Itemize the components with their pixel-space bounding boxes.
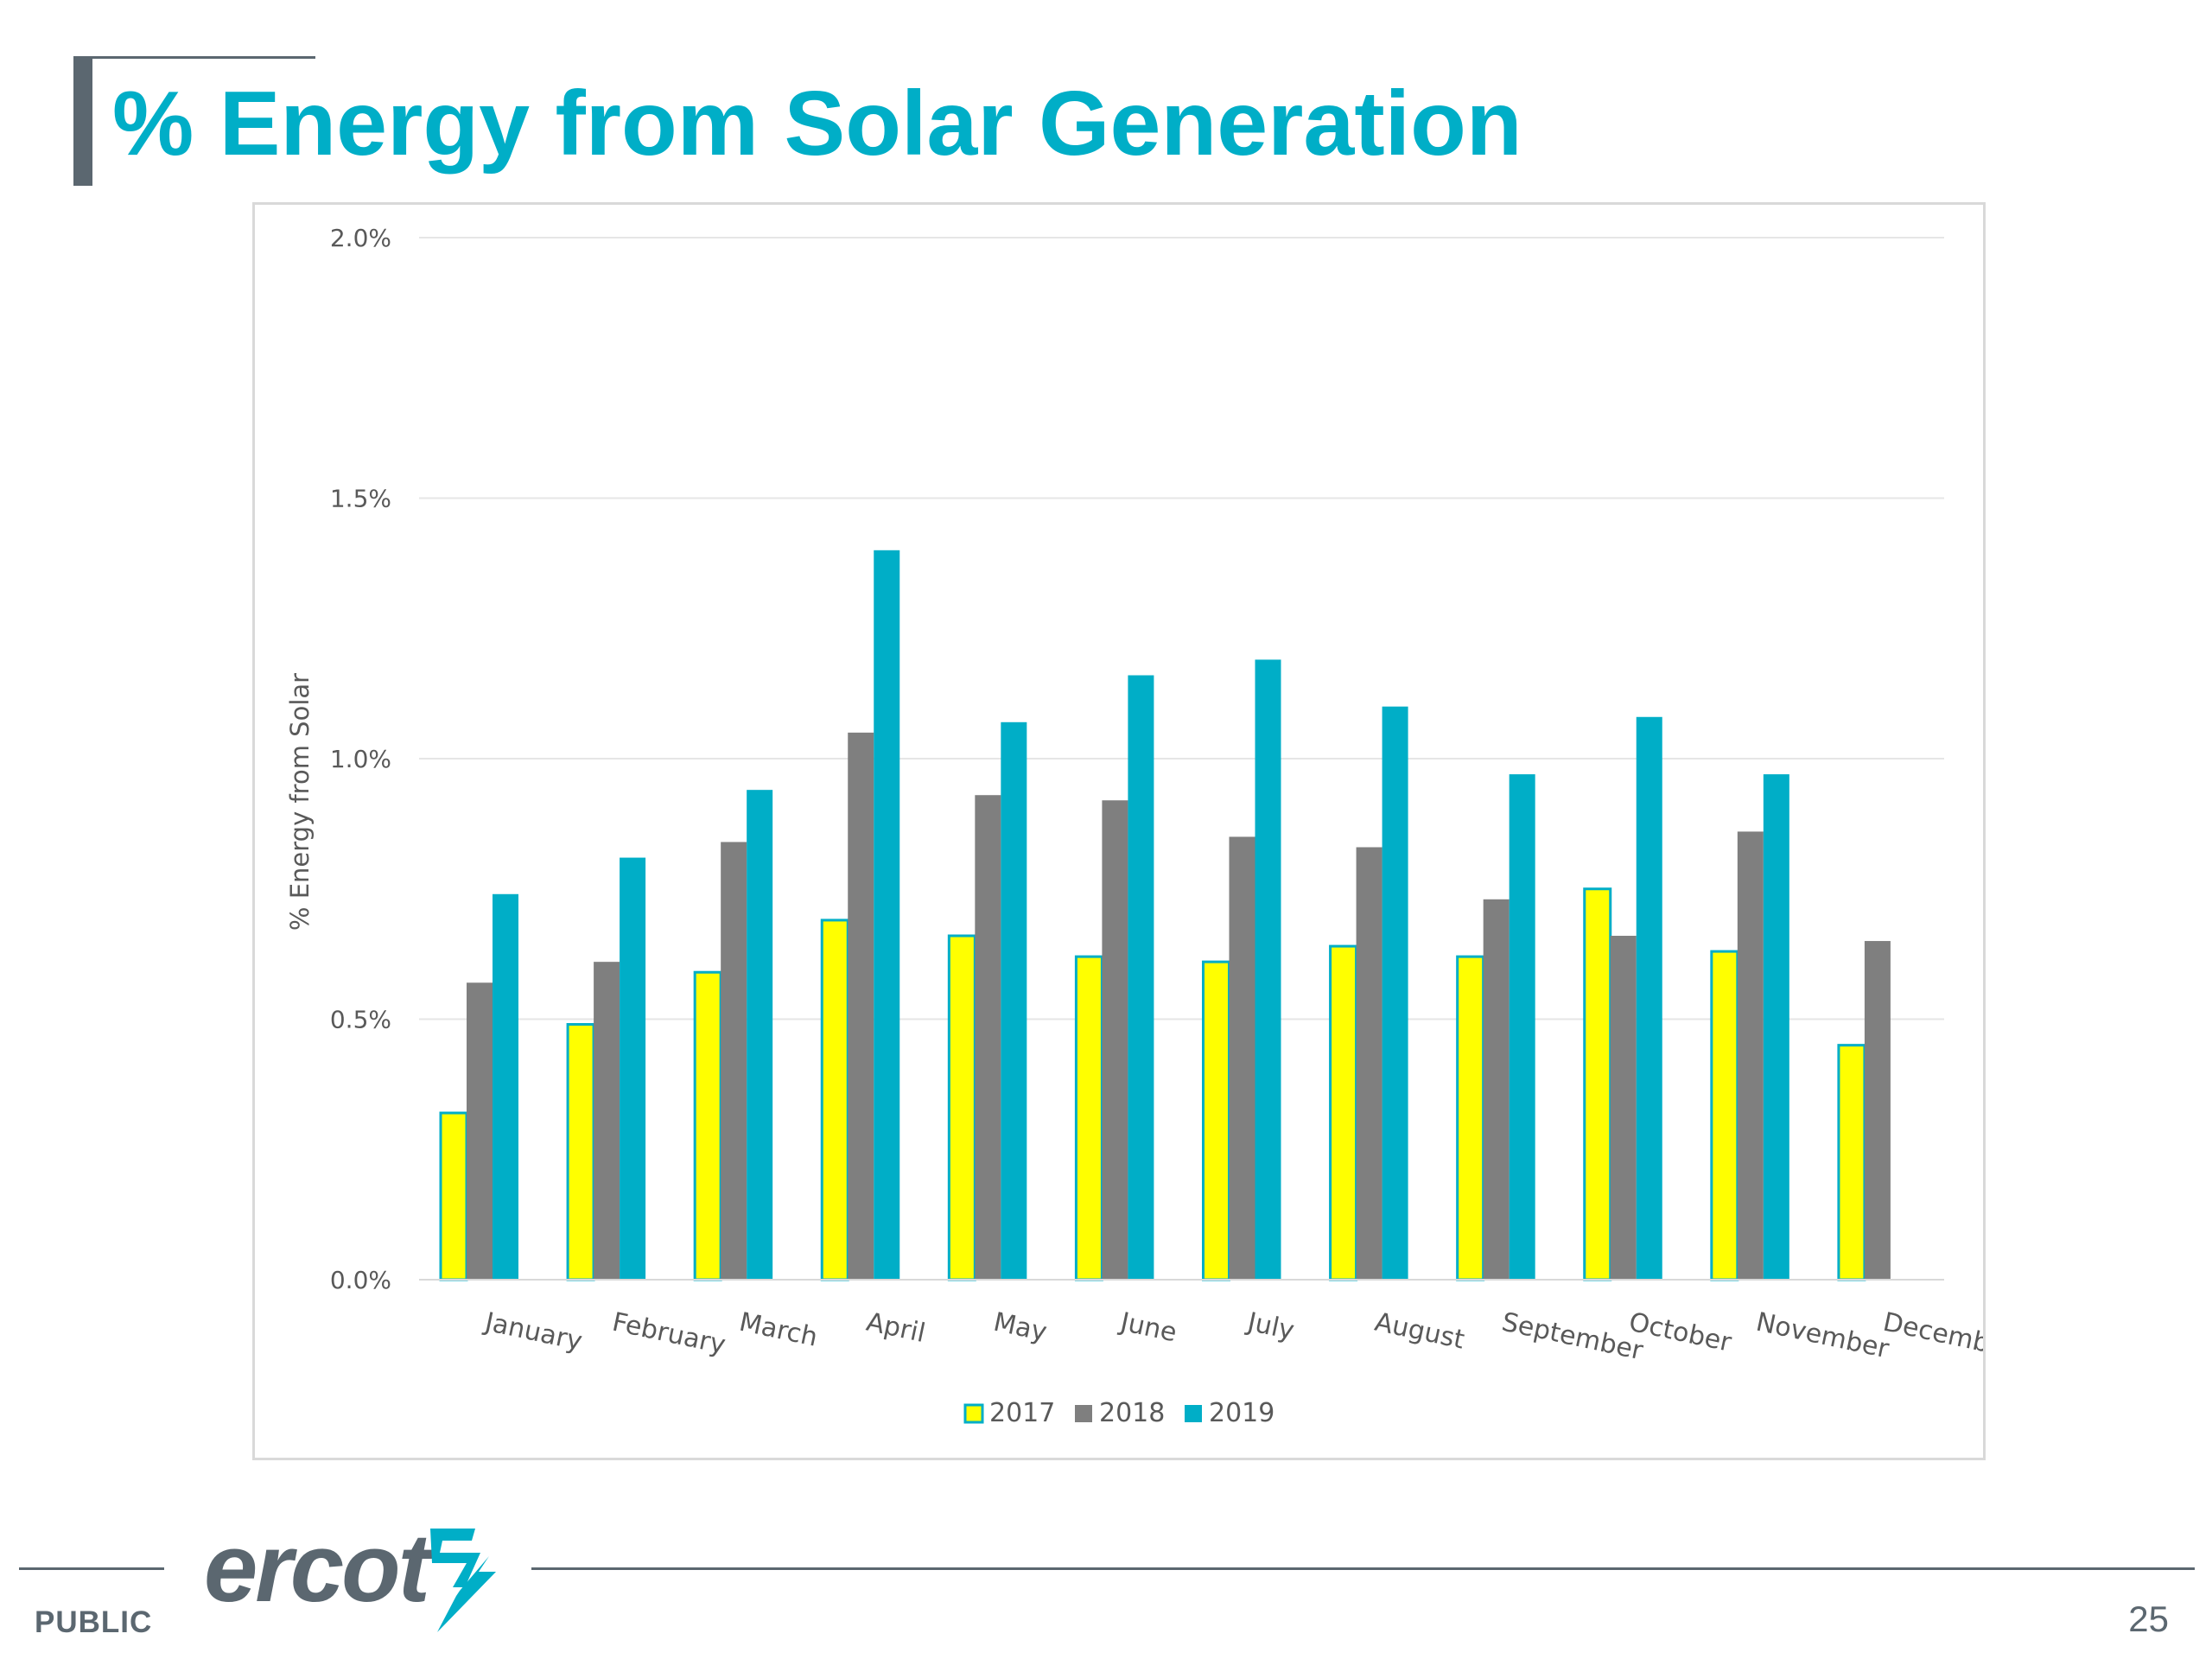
bar-2017-march bbox=[693, 970, 722, 1281]
bar-2019-november bbox=[1763, 774, 1789, 1280]
legend-label-2018: 2018 bbox=[1099, 1398, 1165, 1428]
bar-2017-april bbox=[820, 918, 849, 1281]
bar-2018-august bbox=[1356, 847, 1382, 1280]
page-number: 25 bbox=[2128, 1599, 2169, 1639]
x-tick-label: August bbox=[1372, 1307, 1467, 1356]
bar-2018-july bbox=[1229, 836, 1255, 1280]
x-tick-label: March bbox=[737, 1307, 821, 1353]
legend-label-2019: 2019 bbox=[1209, 1398, 1274, 1428]
bar-2017-november bbox=[1710, 950, 1739, 1281]
x-tick-label: September bbox=[1499, 1307, 1646, 1367]
bar-2018-may bbox=[975, 795, 1001, 1280]
y-tick-label: 1.0% bbox=[330, 745, 391, 773]
bar-2017-october bbox=[1583, 887, 1612, 1281]
title-bracket-bar bbox=[73, 56, 92, 186]
x-tick-label: January bbox=[480, 1306, 584, 1357]
bar-2018-march bbox=[721, 842, 747, 1280]
bar-2018-september bbox=[1483, 899, 1510, 1280]
bar-chart: 0.0% 0.5% 1.0% 1.5% 2.0% % Energy from Solar J… bbox=[285, 224, 1983, 1428]
footer-line-left bbox=[19, 1567, 164, 1570]
bar-2017-july bbox=[1202, 960, 1230, 1281]
y-tick-label: 1.5% bbox=[330, 485, 391, 513]
x-tick-label: April bbox=[864, 1307, 928, 1349]
bar-2019-october bbox=[1636, 716, 1662, 1280]
x-tick-label: June bbox=[1116, 1306, 1179, 1348]
ercot-logo: ercot bbox=[204, 1516, 498, 1637]
y-tick-label: 2.0% bbox=[330, 224, 391, 252]
bar-2019-september bbox=[1509, 774, 1535, 1280]
bar-2019-january bbox=[493, 893, 518, 1280]
bar-2018-february bbox=[594, 962, 620, 1280]
bar-2017-february bbox=[566, 1023, 595, 1281]
classification-label: PUBLIC bbox=[35, 1605, 153, 1639]
bar-2017-january bbox=[439, 1111, 468, 1281]
bar-2019-august bbox=[1382, 706, 1408, 1280]
slide-title: % Energy from Solar Generation bbox=[112, 73, 1522, 175]
legend-swatch-2017 bbox=[963, 1403, 984, 1424]
bar-2018-december bbox=[1864, 941, 1891, 1280]
y-axis-title: % Energy from Solar bbox=[285, 673, 315, 931]
bar-2019-may bbox=[1001, 721, 1027, 1280]
logo-wordmark: ercot bbox=[204, 1514, 430, 1622]
bar-2017-december bbox=[1837, 1044, 1866, 1281]
y-tick-label: 0.0% bbox=[330, 1266, 391, 1294]
x-tick-label: February bbox=[609, 1307, 728, 1361]
y-tick-label: 0.5% bbox=[330, 1006, 391, 1034]
legend-swatch-2019 bbox=[1185, 1405, 1202, 1422]
bar-2019-february bbox=[620, 857, 646, 1280]
bar-2017-may bbox=[947, 934, 976, 1281]
bar-2018-november bbox=[1737, 831, 1764, 1280]
chart-frame: 0.0% 0.5% 1.0% 1.5% 2.0% % Energy from Solar J… bbox=[252, 202, 1986, 1460]
x-tick-label: July bbox=[1243, 1306, 1297, 1346]
legend-label-2017: 2017 bbox=[989, 1398, 1055, 1428]
bar-2017-june bbox=[1074, 955, 1103, 1281]
legend-swatch-2018 bbox=[1075, 1405, 1092, 1422]
x-tick-label: November bbox=[1753, 1307, 1892, 1365]
bar-2019-june bbox=[1128, 675, 1154, 1280]
bar-2018-january bbox=[467, 982, 493, 1280]
bar-2017-september bbox=[1456, 955, 1485, 1281]
bar-2018-april bbox=[848, 732, 874, 1280]
footer-line-right bbox=[531, 1567, 2195, 1570]
title-bracket-line bbox=[73, 56, 315, 59]
bar-2018-october bbox=[1610, 936, 1637, 1280]
x-tick-label: May bbox=[991, 1307, 1050, 1348]
bar-2017-august bbox=[1329, 944, 1358, 1281]
x-tick-label: December bbox=[1880, 1307, 1983, 1365]
bar-2018-june bbox=[1102, 800, 1128, 1280]
bar-2019-march bbox=[747, 790, 773, 1280]
bar-2019-april bbox=[874, 550, 900, 1280]
title-bracket bbox=[73, 56, 315, 186]
bar-2019-july bbox=[1255, 659, 1281, 1280]
lightning-bolt-icon bbox=[430, 1529, 496, 1632]
